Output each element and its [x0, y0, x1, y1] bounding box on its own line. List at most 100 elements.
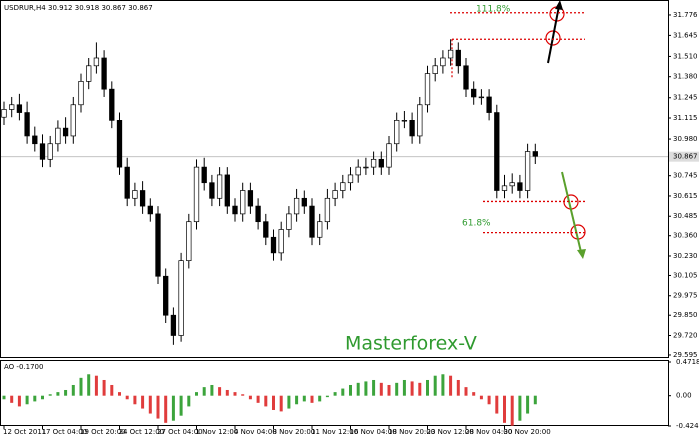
candle-body	[478, 96, 485, 99]
candle-body	[524, 151, 531, 191]
candle-body	[78, 81, 84, 106]
ao-bar	[256, 395, 260, 403]
candle-body	[147, 205, 153, 215]
price-label: 30.867	[673, 153, 698, 161]
ao-bar	[387, 384, 391, 396]
ao-bar	[33, 395, 37, 402]
x-tick-label: 12 Oct 2011	[3, 428, 46, 436]
candle-body	[186, 221, 192, 262]
ao-bar	[487, 395, 491, 405]
ao-bar	[302, 395, 306, 402]
candle-body	[16, 104, 23, 113]
y-tick-label: 29.720	[673, 331, 698, 339]
x-tick-label: 8 Nov 20:00	[273, 428, 316, 436]
candle-body	[39, 143, 46, 160]
candle-body	[324, 197, 331, 223]
ao-bar	[218, 387, 222, 396]
candle-body	[116, 120, 123, 168]
y-tick-label: 30.745	[673, 172, 698, 180]
ao-bar	[433, 375, 437, 396]
ao-bar	[41, 395, 44, 400]
header-high: 30.918	[75, 4, 100, 12]
ao-bar	[272, 395, 275, 410]
ao-bar	[125, 395, 129, 400]
candle-body	[494, 112, 500, 191]
candle-body	[340, 182, 346, 191]
ao-bar	[526, 395, 530, 414]
x-tick-label: 23 Nov 12:00	[427, 428, 474, 436]
candle-body	[163, 275, 169, 316]
candle-body	[155, 213, 161, 277]
candle-body	[278, 229, 284, 254]
candle-body	[263, 221, 269, 238]
ao-bar	[264, 395, 268, 407]
ao-bar	[310, 395, 314, 403]
ao-bar	[410, 381, 414, 396]
ao-bar	[202, 387, 206, 396]
candle-body	[486, 96, 492, 113]
candle-body	[417, 104, 423, 137]
candle-body	[270, 236, 277, 254]
ao-bar	[295, 395, 299, 405]
ao-bar	[533, 395, 537, 405]
candle-body	[378, 158, 384, 168]
x-tick-label: 16 Nov 04:00	[350, 428, 397, 436]
x-tick-label: 17 Oct 04:00	[42, 428, 88, 436]
candle-body	[224, 174, 230, 207]
ao-bar	[426, 379, 429, 396]
ao-name: AO	[4, 363, 15, 371]
y-tick-label: 30.485	[673, 212, 698, 220]
candle-body	[509, 182, 515, 187]
ao-bar	[418, 382, 422, 396]
candle-body	[62, 127, 69, 137]
candle-body	[463, 65, 469, 90]
x-tick-label: 4 Nov 04:00	[234, 428, 277, 436]
ao-bar	[495, 395, 499, 414]
y-tick-label: 30.105	[673, 271, 698, 279]
ao-bar	[518, 395, 522, 421]
ao-bar	[171, 395, 175, 421]
ao-bar	[25, 395, 29, 405]
header-close: 30.867	[128, 4, 153, 12]
ao-current: -0.1700	[16, 363, 43, 371]
candle-body	[24, 112, 30, 137]
arrow-up	[547, 5, 560, 64]
ao-bar	[110, 384, 114, 396]
y-tick-label: 31.115	[673, 114, 698, 122]
candle-body	[309, 205, 315, 238]
y-tick-label: 30.360	[673, 232, 698, 240]
candle-body	[109, 88, 115, 121]
ao-bar	[341, 388, 345, 396]
ao-bar	[71, 384, 75, 396]
ao-bar	[233, 392, 237, 396]
ao-bar	[118, 392, 121, 396]
ao-bar	[141, 395, 145, 409]
ao-bar	[379, 382, 383, 396]
x-tick-label: 11 Nov 12:00	[311, 428, 358, 436]
header: USDRUR,H4 30.912 30.918 30.867 30.867	[4, 4, 153, 12]
fibo-label: 61.8%	[462, 219, 491, 229]
ao-bar	[87, 374, 91, 396]
ao-header: AO -0.1700	[4, 363, 43, 371]
ao-bar	[449, 375, 453, 396]
candle-body	[132, 190, 138, 199]
ao-bar	[17, 395, 21, 407]
ao-bar	[2, 395, 6, 400]
ao-bar	[318, 395, 322, 402]
candle-body	[240, 190, 246, 215]
y-tick-label: 31.645	[673, 31, 698, 39]
ao-bar	[372, 379, 376, 396]
candle-body	[347, 174, 354, 184]
candle-body	[424, 73, 431, 106]
candle-body	[55, 127, 61, 145]
y-tick-label: 29.975	[673, 292, 698, 300]
y-tick-label: 31.380	[673, 73, 698, 81]
ao-bar	[187, 395, 191, 407]
x-tick-label: 30 Nov 20:00	[504, 428, 551, 436]
ao-bar	[333, 392, 337, 396]
ao-bar	[503, 395, 506, 423]
ao-bar	[287, 395, 291, 409]
ao-bar	[179, 395, 183, 416]
x-tick-label: 18 Nov 20:00	[388, 428, 435, 436]
candle-body	[370, 158, 377, 168]
